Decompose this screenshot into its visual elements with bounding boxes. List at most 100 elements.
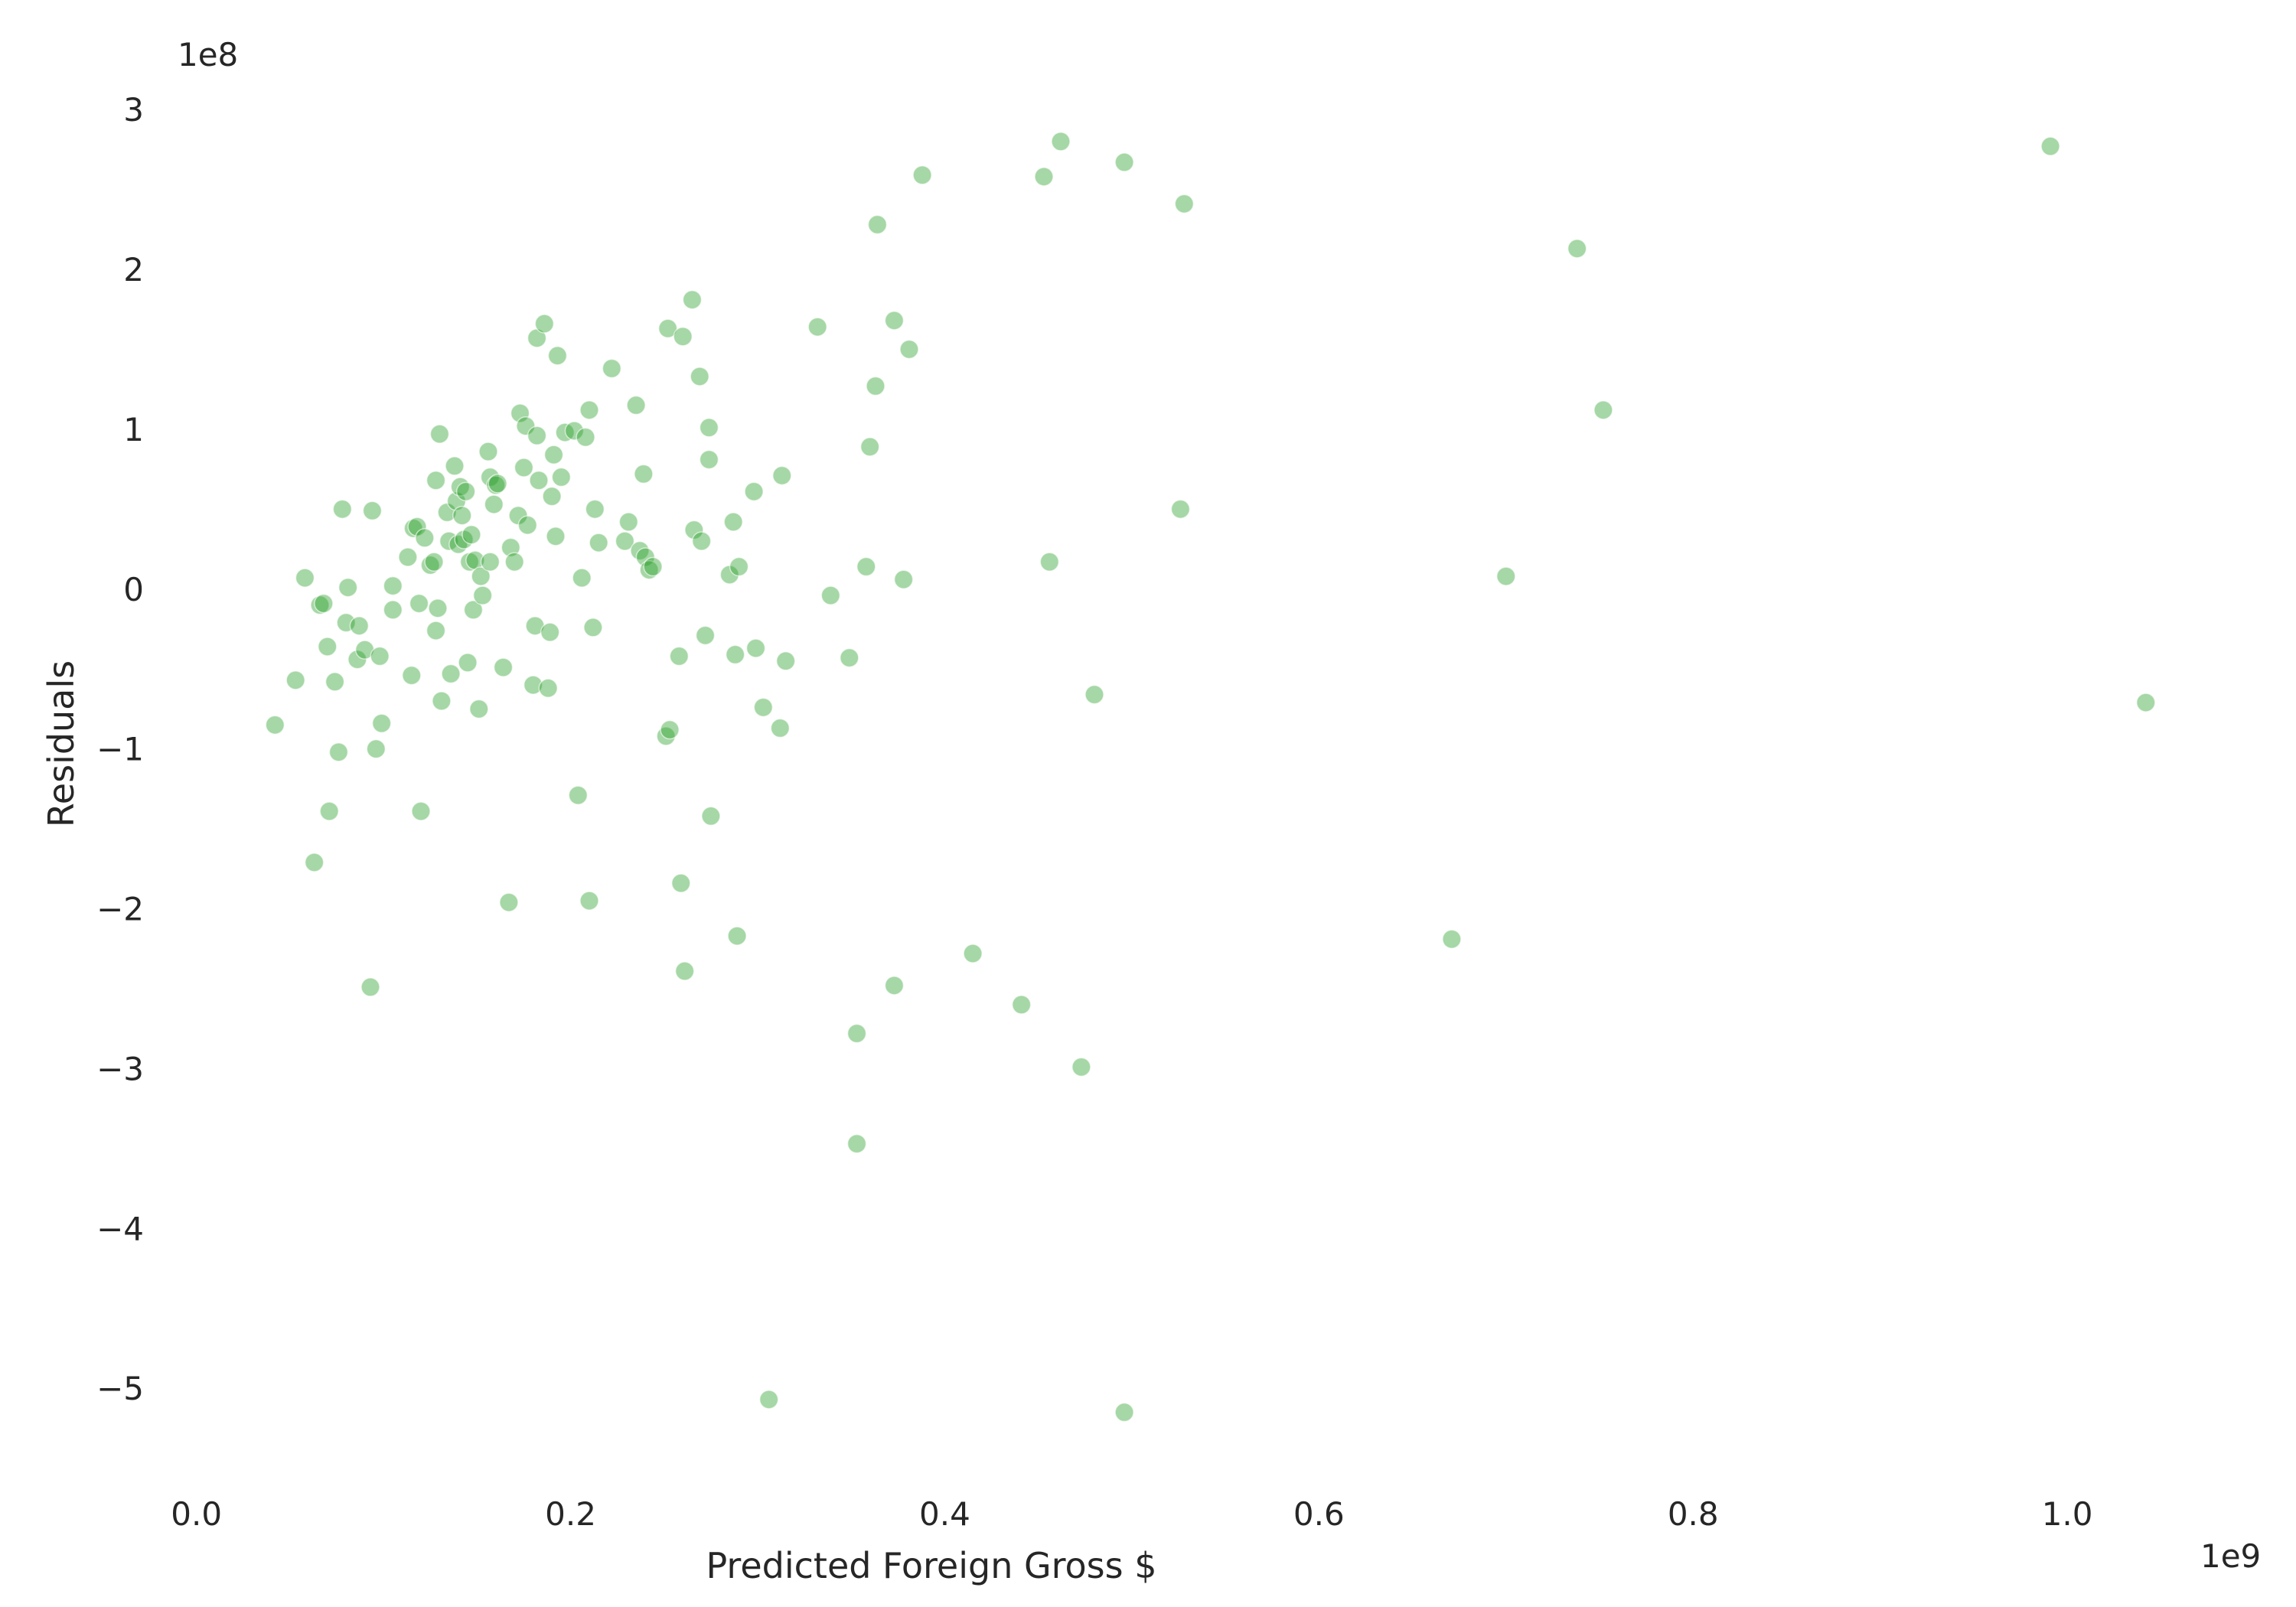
data-point bbox=[546, 526, 566, 546]
data-point bbox=[338, 577, 358, 598]
data-point bbox=[684, 520, 704, 540]
data-point bbox=[1051, 132, 1071, 152]
data-point bbox=[472, 585, 493, 605]
y-tick-label: −2 bbox=[96, 891, 144, 928]
data-point bbox=[319, 801, 339, 821]
data-point bbox=[499, 892, 519, 912]
data-point bbox=[409, 593, 429, 614]
data-point bbox=[463, 600, 484, 620]
data-point bbox=[1442, 929, 1462, 949]
data-point bbox=[304, 852, 325, 872]
data-point bbox=[366, 738, 386, 759]
data-point bbox=[370, 646, 390, 667]
x-offset-label: 1e9 bbox=[2200, 1537, 2261, 1575]
data-point bbox=[527, 425, 547, 445]
data-point bbox=[461, 525, 481, 545]
data-point bbox=[1593, 400, 1613, 420]
data-point bbox=[265, 715, 285, 735]
data-point bbox=[884, 976, 905, 996]
y-tick-label: −1 bbox=[96, 731, 144, 768]
data-point bbox=[523, 675, 543, 695]
data-point bbox=[493, 657, 514, 677]
y-tick-label: 3 bbox=[123, 91, 144, 129]
data-point bbox=[725, 644, 745, 665]
data-point bbox=[285, 670, 305, 690]
data-point bbox=[428, 598, 448, 618]
data-point bbox=[332, 499, 353, 520]
data-point bbox=[441, 663, 461, 684]
data-point bbox=[371, 713, 392, 733]
y-axis-label: Residuals bbox=[41, 660, 82, 827]
data-point bbox=[615, 531, 635, 551]
data-point bbox=[846, 1023, 867, 1044]
data-point bbox=[963, 944, 983, 963]
x-axis-label: Predicted Foreign Gross $ bbox=[706, 1545, 1157, 1586]
data-point bbox=[630, 540, 650, 561]
data-point bbox=[770, 718, 791, 738]
data-point bbox=[657, 318, 678, 339]
data-point bbox=[727, 926, 747, 946]
data-point bbox=[729, 556, 749, 577]
data-point bbox=[407, 517, 427, 537]
data-point bbox=[504, 552, 524, 572]
data-point bbox=[775, 651, 796, 671]
data-point bbox=[682, 289, 703, 310]
data-point bbox=[478, 442, 498, 461]
y-tick-label: −4 bbox=[96, 1210, 144, 1247]
y-tick-label: 0 bbox=[123, 571, 144, 608]
data-point bbox=[432, 691, 452, 711]
data-point bbox=[426, 470, 446, 491]
data-point bbox=[744, 481, 764, 502]
data-point bbox=[1170, 499, 1191, 520]
data-point bbox=[1039, 552, 1060, 572]
data-point bbox=[899, 339, 919, 360]
data-point bbox=[807, 317, 827, 337]
data-point bbox=[1496, 566, 1516, 586]
data-point bbox=[1034, 167, 1054, 187]
scatter-points bbox=[265, 132, 2156, 1423]
data-point bbox=[314, 593, 334, 614]
data-point bbox=[420, 555, 440, 575]
data-point bbox=[517, 515, 538, 535]
data-point bbox=[534, 314, 555, 334]
data-point bbox=[660, 719, 680, 740]
data-point bbox=[626, 395, 646, 416]
data-point bbox=[484, 494, 504, 514]
data-point bbox=[480, 552, 501, 572]
data-point bbox=[383, 575, 403, 596]
data-point bbox=[469, 699, 489, 719]
data-point bbox=[579, 891, 599, 911]
data-point bbox=[529, 470, 549, 491]
data-point bbox=[856, 556, 876, 577]
data-point bbox=[723, 512, 743, 532]
data-point bbox=[445, 456, 465, 476]
data-point bbox=[912, 165, 932, 185]
data-point bbox=[701, 806, 721, 826]
data-point bbox=[551, 467, 572, 487]
data-point bbox=[542, 486, 562, 507]
x-tick-label: 0.4 bbox=[919, 1495, 970, 1533]
y-tick-labels: −5 −4 −3 −2 −1 0 1 2 3 bbox=[96, 91, 144, 1407]
data-point bbox=[540, 622, 560, 642]
x-tick-label: 0.6 bbox=[1293, 1495, 1345, 1533]
data-point bbox=[514, 458, 534, 478]
data-point bbox=[360, 977, 380, 997]
data-point bbox=[572, 568, 592, 588]
data-point bbox=[699, 418, 719, 438]
data-point bbox=[1114, 152, 1134, 172]
data-point bbox=[893, 569, 914, 589]
data-point bbox=[402, 665, 422, 686]
data-point bbox=[674, 961, 695, 981]
data-point bbox=[398, 547, 418, 567]
data-point bbox=[543, 445, 564, 465]
data-point bbox=[318, 637, 338, 657]
y-offset-label: 1e8 bbox=[178, 36, 238, 73]
data-point bbox=[589, 533, 608, 553]
data-point bbox=[866, 376, 885, 396]
data-point bbox=[1567, 239, 1587, 259]
y-tick-label: 2 bbox=[123, 251, 144, 288]
data-point bbox=[328, 742, 349, 762]
data-point bbox=[753, 697, 774, 718]
data-point bbox=[295, 568, 315, 588]
